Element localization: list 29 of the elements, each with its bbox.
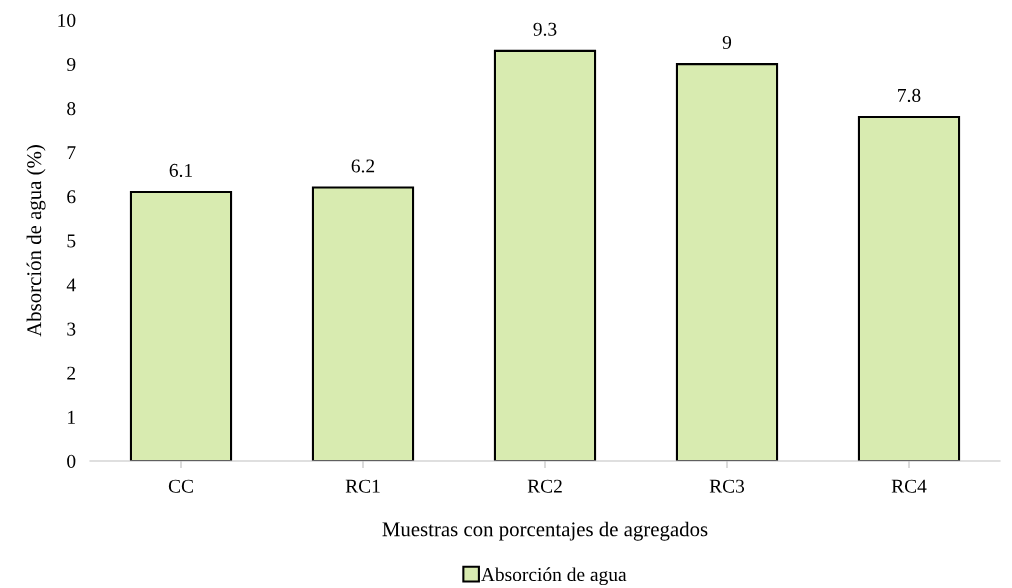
x-tick-label: CC bbox=[168, 479, 193, 493]
bar bbox=[675, 63, 779, 461]
data-label: 7.8 bbox=[898, 88, 921, 103]
x-axis-title: Muestras con porcentajes de agregados bbox=[382, 521, 708, 541]
y-tick-label: 0 bbox=[67, 454, 76, 468]
x-tick-label: RC2 bbox=[527, 479, 562, 493]
y-tick-label: 5 bbox=[67, 234, 76, 248]
y-tick-label: 10 bbox=[58, 13, 76, 27]
x-tick-label: RC3 bbox=[709, 479, 745, 493]
bar bbox=[311, 186, 415, 461]
y-tick-label: 7 bbox=[67, 146, 76, 160]
data-label: 9 bbox=[722, 35, 732, 50]
bar bbox=[493, 49, 597, 461]
x-tick-label: RC4 bbox=[891, 479, 927, 493]
bar bbox=[129, 190, 233, 461]
y-tick-label: 2 bbox=[67, 366, 76, 380]
data-label: 6.2 bbox=[351, 159, 375, 173]
data-label: 9.3 bbox=[533, 22, 557, 36]
legend-label: Absorción de agua bbox=[481, 567, 627, 586]
x-tick-label: RC1 bbox=[345, 479, 380, 493]
bar bbox=[857, 115, 961, 461]
y-tick-label: 9 bbox=[67, 57, 76, 72]
y-tick-label: 3 bbox=[67, 322, 76, 336]
y-axis-title: Absorción de agua (%) bbox=[26, 145, 46, 337]
y-tick-label: 6 bbox=[67, 190, 76, 204]
data-label: 6.1 bbox=[169, 163, 192, 178]
y-tick-label: 4 bbox=[66, 278, 76, 292]
y-tick-label: 8 bbox=[67, 102, 76, 116]
y-tick-label: 1 bbox=[68, 410, 75, 424]
